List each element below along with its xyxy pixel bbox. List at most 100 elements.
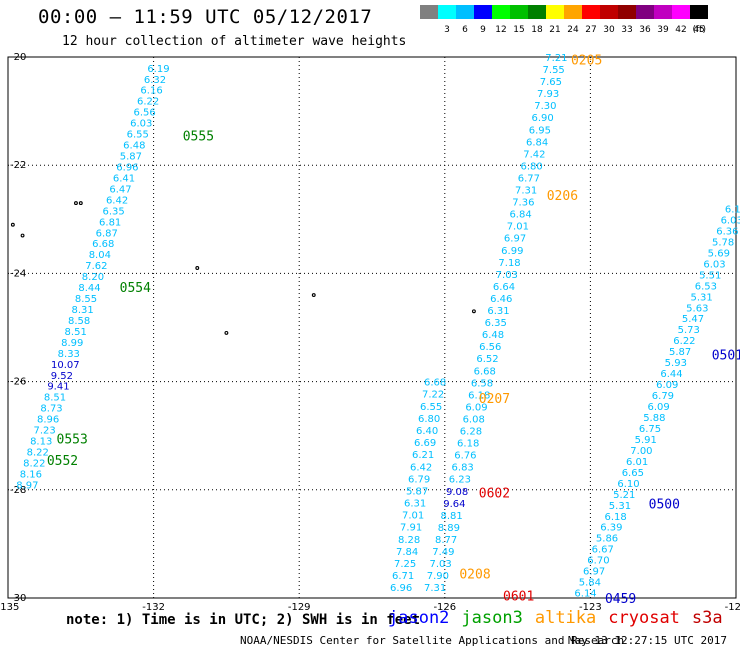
wave-height-value: 6.68: [424, 378, 446, 389]
wave-height-value: 8.97: [16, 480, 38, 491]
island-mark: [224, 330, 229, 335]
wave-height-value: 5.63: [686, 303, 708, 314]
chart-subtitle: 12 hour collection of altimeter wave hei…: [62, 34, 407, 49]
wave-height-value: 8.73: [40, 404, 62, 415]
wave-height-value: 6.99: [501, 246, 523, 257]
wave-height-value: 5.51: [699, 270, 721, 281]
wave-height-value: 5.91: [635, 435, 657, 446]
wave-height-value: 7.30: [534, 101, 556, 112]
legend-swatch: [618, 5, 636, 19]
legend-swatch: [654, 5, 672, 19]
wave-height-value: 6.84: [526, 137, 548, 148]
legend-tick-label: 30: [603, 25, 615, 35]
legend-swatch: [690, 5, 708, 19]
wave-height-value: 6.36: [716, 226, 738, 237]
wave-height-value: 6.48: [482, 330, 504, 341]
wave-height-value: 6.97: [583, 567, 605, 578]
wave-height-value: 8.51: [65, 327, 87, 338]
wave-height-value: 8.13: [30, 437, 52, 448]
wave-height-value: 8.99: [61, 338, 83, 349]
wave-height-value: 5.31: [690, 292, 712, 303]
x-tick-label: -129: [288, 602, 311, 610]
pass-time-label: 0500: [649, 497, 680, 512]
wave-height-value: 6.56: [479, 342, 501, 353]
wave-height-value: 10.07: [51, 360, 80, 371]
island-mark: [20, 233, 25, 238]
island-mark: [311, 293, 316, 297]
wave-height-value: 6.22: [673, 336, 695, 347]
wave-height-value: 5.87: [669, 347, 691, 358]
wave-height-value: 6.47: [109, 184, 131, 195]
legend-swatch: [528, 5, 546, 19]
wave-height-value: 8.89: [438, 523, 460, 534]
legend-tick-label: 15: [513, 25, 524, 35]
wave-height-value: 7.62: [85, 261, 107, 272]
wave-height-value: 7.84: [396, 547, 418, 558]
wave-height-value: 6.81: [99, 217, 121, 228]
wave-height-value: 6.65: [622, 468, 644, 479]
footer-credit: NOAA/NESDIS Center for Satellite Applica…: [240, 634, 625, 647]
satellite-label-jason2: jason2: [388, 608, 450, 628]
wave-height-value: 7.01: [507, 222, 529, 233]
wave-height-value: 6.31: [487, 306, 509, 317]
wave-height-value: 5.47: [682, 314, 704, 325]
wave-height-value: 6.96: [390, 583, 412, 594]
wave-height-value: 6.03: [721, 215, 740, 226]
wave-height-value: 7.93: [537, 89, 559, 100]
pass-time-label: 0205: [571, 54, 602, 69]
wave-height-value: 6.41: [113, 173, 135, 184]
wave-height-value: 6.42: [410, 462, 432, 473]
wave-height-value: 8.22: [23, 458, 45, 469]
legend-tick-label: 21: [549, 25, 560, 35]
y-tick-label: -26: [10, 377, 26, 388]
satellite-legend: jason2 jason3 altika cryosat s3a: [388, 608, 735, 628]
x-tick-label: -135: [0, 602, 19, 610]
wave-height-value: 7.01: [402, 511, 424, 522]
wave-height-value: 6.53: [695, 281, 717, 292]
legend-tick-label: 12: [495, 25, 506, 35]
wave-height-value: 6.39: [600, 523, 622, 534]
wave-height-value: 5.73: [678, 325, 700, 336]
wave-height-value: 6.28: [460, 427, 482, 438]
wave-height-value: 6.87: [96, 228, 118, 239]
wave-height-value: 6.64: [493, 282, 515, 293]
wave-height-value: 6.55: [127, 130, 149, 141]
legend-tick-label: 42: [675, 25, 686, 35]
wave-height-value: 8.28: [398, 535, 420, 546]
wave-height-value: 6.68: [92, 239, 114, 250]
wave-height-value: 6.19: [147, 64, 169, 75]
satellite-label-altika: altika: [534, 608, 597, 628]
wave-height-value: 5.88: [643, 413, 665, 424]
wave-height-value: 9.64: [443, 499, 465, 510]
color-scale-legend: 3 6 9 12 15 18 21 24 27 30 33 36 39 42 45(ft): [420, 5, 708, 35]
wave-height-value: 6.18: [605, 512, 627, 523]
wave-height-value: 6.35: [102, 206, 124, 217]
island-mark: [471, 309, 476, 314]
wave-height-value: 6.69: [414, 438, 436, 449]
wave-height-value: 5.84: [579, 578, 601, 589]
x-tick-label: -120: [725, 602, 740, 610]
wave-height-value: 8.20: [82, 272, 104, 283]
wave-height-value: 6.55: [420, 402, 442, 413]
wave-height-value: 7.18: [498, 258, 520, 269]
y-tick-label: -22: [10, 160, 26, 171]
wave-height-value: 7.23: [34, 426, 56, 437]
legend-swatch: [438, 5, 456, 19]
wave-height-value: 6.79: [652, 391, 674, 402]
wave-height-value: 8.96: [37, 415, 59, 426]
pass-time-label: 0553: [57, 432, 88, 447]
legend-swatch: [564, 5, 582, 19]
wave-height-value: 6.08: [463, 414, 485, 425]
legend-swatch: [456, 5, 474, 19]
x-tick-label: -132: [142, 602, 165, 610]
wave-height-value: 6.22: [137, 97, 159, 108]
satellite-label-cryosat: cryosat: [608, 608, 680, 628]
island-mark: [195, 266, 200, 270]
wave-height-value: 7.25: [394, 559, 416, 570]
pass-time-label: 0501: [712, 349, 740, 364]
wave-height-value: 5.87: [120, 152, 142, 163]
wave-height-value: 6.68: [474, 366, 496, 377]
wave-height-value: 5.21: [613, 490, 635, 501]
wave-height-value: 6.95: [529, 125, 551, 136]
wave-height-value: 6.79: [408, 474, 430, 485]
